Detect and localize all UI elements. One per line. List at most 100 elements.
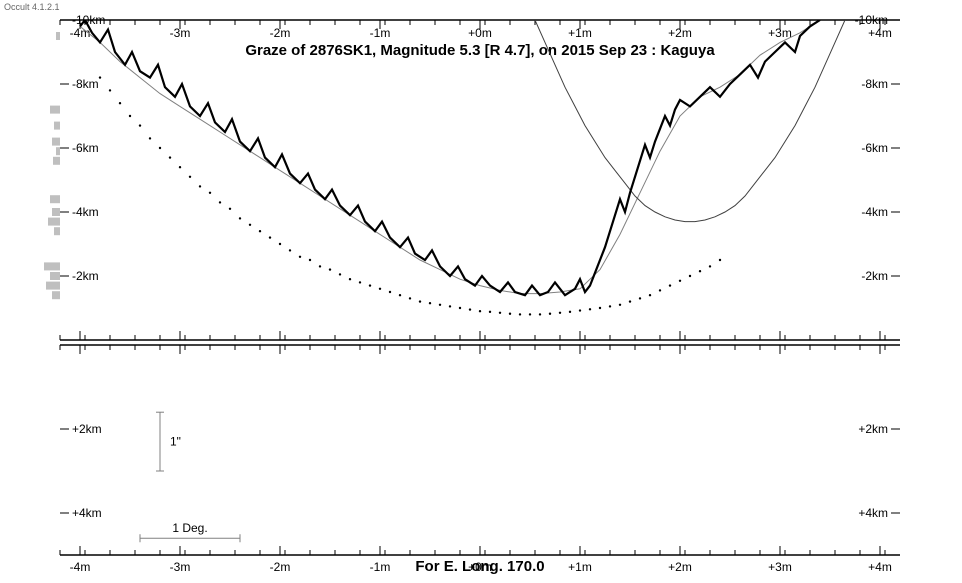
x-tick-label: +1m: [568, 26, 592, 40]
dotted-curve-point: [199, 185, 201, 187]
dotted-curve-point: [579, 309, 581, 311]
dotted-curve-point: [319, 265, 321, 267]
dotted-curve-point: [349, 278, 351, 280]
dotted-curve-point: [519, 313, 521, 315]
x-tick-label: -1m: [370, 560, 391, 574]
dotted-curve-point: [639, 297, 641, 299]
dotted-curve-point: [549, 313, 551, 315]
dotted-curve-point: [169, 156, 171, 158]
x-tick-label: +1m: [568, 560, 592, 574]
dotted-curve-point: [399, 294, 401, 296]
histogram-bar: [56, 147, 60, 155]
y-tick-label: -10km: [855, 13, 888, 27]
dotted-curve-point: [589, 308, 591, 310]
y-tick-label: -2km: [861, 269, 888, 283]
dotted-curve-point: [339, 273, 341, 275]
dotted-curve-point: [249, 224, 251, 226]
dotted-curve-point: [649, 294, 651, 296]
dotted-curve-point: [609, 305, 611, 307]
dotted-curve-point: [329, 268, 331, 270]
dotted-curve-point: [189, 176, 191, 178]
dotted-curve-point: [289, 249, 291, 251]
x-tick-label: -4m: [70, 26, 91, 40]
histogram-bar: [46, 282, 60, 290]
x-tick-label: -2m: [270, 26, 291, 40]
dotted-curve-point: [109, 89, 111, 91]
dotted-curve-point: [359, 281, 361, 283]
histogram-bar: [50, 195, 60, 203]
rough-limb-profile: [80, 20, 820, 295]
dotted-curve-point: [559, 312, 561, 314]
dotted-curve-point: [119, 102, 121, 104]
dotted-curve-point: [139, 124, 141, 126]
dotted-curve-point: [539, 313, 541, 315]
dotted-curve-point: [299, 256, 301, 258]
dotted-curve-point: [679, 280, 681, 282]
dotted-curve-point: [689, 275, 691, 277]
x-tick-label: +0m: [468, 26, 492, 40]
dotted-curve-point: [529, 313, 531, 315]
x-tick-label: -3m: [170, 26, 191, 40]
dotted-curve-point: [449, 305, 451, 307]
dotted-curve-point: [179, 166, 181, 168]
dotted-curve-point: [629, 300, 631, 302]
dotted-curve-point: [209, 192, 211, 194]
x-tick-label: -1m: [370, 26, 391, 40]
histogram-bar: [54, 227, 60, 235]
dotted-curve-point: [259, 230, 261, 232]
dotted-curve-point: [129, 115, 131, 117]
x-tick-label: +4m: [868, 560, 892, 574]
y-tick-label: +2km: [72, 422, 102, 436]
dotted-curve-point: [459, 307, 461, 309]
dotted-curve-point: [379, 288, 381, 290]
dotted-curve-point: [429, 302, 431, 304]
dotted-curve-point: [619, 304, 621, 306]
dotted-curve-point: [469, 308, 471, 310]
dotted-curve-point: [489, 311, 491, 313]
y-tick-label: +4km: [858, 506, 888, 520]
dotted-curve-point: [669, 284, 671, 286]
smooth-limb-profile: [80, 20, 820, 294]
y-tick-label: -6km: [861, 141, 888, 155]
y-tick-label: +2km: [858, 422, 888, 436]
y-tick-label: -4km: [861, 205, 888, 219]
dotted-curve-point: [219, 201, 221, 203]
histogram-bar: [50, 272, 60, 280]
histogram-bar: [44, 262, 60, 270]
chart-title: Graze of 2876SK1, Magnitude 5.3 [R 4.7],…: [245, 42, 715, 59]
dotted-curve-point: [439, 304, 441, 306]
histogram-bar: [52, 208, 60, 216]
x-tick-label: +2m: [668, 560, 692, 574]
x-tick-label: -4m: [70, 560, 91, 574]
dotted-curve-point: [569, 311, 571, 313]
dotted-curve-point: [409, 297, 411, 299]
dotted-curve-point: [279, 243, 281, 245]
dotted-curve-point: [599, 307, 601, 309]
dotted-curve-point: [699, 270, 701, 272]
histogram-bar: [52, 291, 60, 299]
dotted-curve-point: [499, 312, 501, 314]
x-tick-label: +2m: [668, 26, 692, 40]
dotted-curve-point: [389, 291, 391, 293]
dotted-curve-point: [709, 265, 711, 267]
dotted-curve-point: [99, 76, 101, 78]
dotted-curve-point: [149, 137, 151, 139]
dotted-curve-point: [159, 147, 161, 149]
dotted-curve-point: [659, 289, 661, 291]
arcsec-scale-label: 1": [170, 435, 181, 449]
x-tick-label: -3m: [170, 560, 191, 574]
histogram-bar: [53, 157, 60, 165]
dotted-curve-point: [269, 236, 271, 238]
dotted-curve-point: [479, 310, 481, 312]
graze-plot: -4m-4m-3m-3m-2m-2m-1m-1m+0m+0m+1m+1m+2m+…: [0, 0, 962, 583]
histogram-bar: [52, 138, 60, 146]
y-tick-label: -2km: [72, 269, 99, 283]
histogram-bar: [48, 218, 60, 226]
dotted-curve-point: [419, 300, 421, 302]
degree-scale-label: 1 Deg.: [172, 521, 207, 535]
dotted-curve-point: [239, 217, 241, 219]
histogram-bar: [56, 32, 60, 40]
x-tick-label: +4m: [868, 26, 892, 40]
y-tick-label: -4km: [72, 205, 99, 219]
y-tick-label: -8km: [72, 77, 99, 91]
